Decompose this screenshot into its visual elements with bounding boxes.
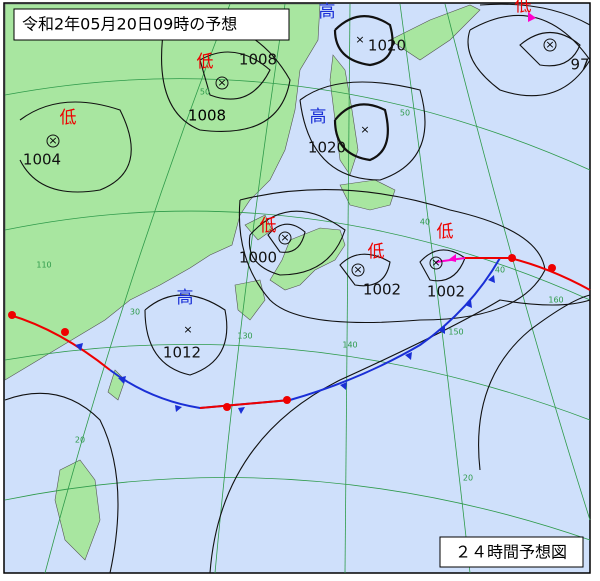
center-mark: × [183,323,192,336]
system-symbol: 低 [515,0,532,16]
grid-label: 110 [36,261,51,270]
grid-label: 50 [400,109,410,118]
grid-label: 140 [342,341,357,350]
grid-label: 50 [200,88,210,97]
center-circle [46,134,60,148]
center-mark: × [431,256,440,269]
center-mark: × [353,263,362,276]
title: 令和2年05月20日09時の予想 [22,15,237,34]
center-circle [429,256,443,270]
center-mark: × [355,33,364,46]
pressure-label: 1020 [308,139,346,157]
center-circle [543,38,557,52]
system-symbol: 低 [60,108,77,128]
system-symbol: 高 [319,2,336,22]
fronts [8,12,591,414]
pressure-label: 1012 [163,344,201,362]
center-mark: × [48,134,57,147]
system-symbol: 高 [177,288,194,308]
pressure-label: 1020 [368,37,406,55]
grid-label: 160 [548,296,563,305]
system-symbol: 低 [437,222,454,242]
isobars [4,3,591,574]
pressure-label: 1004 [23,151,61,169]
grid-lines [4,3,591,574]
caption-box [439,536,584,568]
grid-label: 30 [130,308,140,317]
pressure-label: 1008 [239,51,277,69]
system-symbol: 低 [368,242,385,262]
pressure-label: 1000 [239,249,277,267]
grid-label: 130 [237,332,252,341]
grid-label: 40 [495,266,505,275]
pressure-label: 1002 [427,283,465,301]
caption: ２４時間予想図 [455,543,567,562]
grid-label: 150 [448,328,463,337]
center-mark: × [217,76,226,89]
pressure-label: 1002 [363,281,401,299]
center-circle [215,76,229,90]
grid-label: 20 [75,436,85,445]
title-box [13,8,290,41]
center-mark: × [280,231,289,244]
center-circle [278,231,292,245]
system-symbol: 低 [260,216,277,236]
grid-label: 40 [420,218,430,227]
system-symbol: 高 [310,107,327,127]
pressure-label: 97 [570,56,589,74]
center-mark: × [545,38,554,51]
center-circle [351,263,365,277]
grid-label: 20 [463,474,473,483]
system-symbol: 低 [197,52,214,72]
center-mark: × [360,123,369,136]
isobar-label: 1008 [188,107,226,125]
